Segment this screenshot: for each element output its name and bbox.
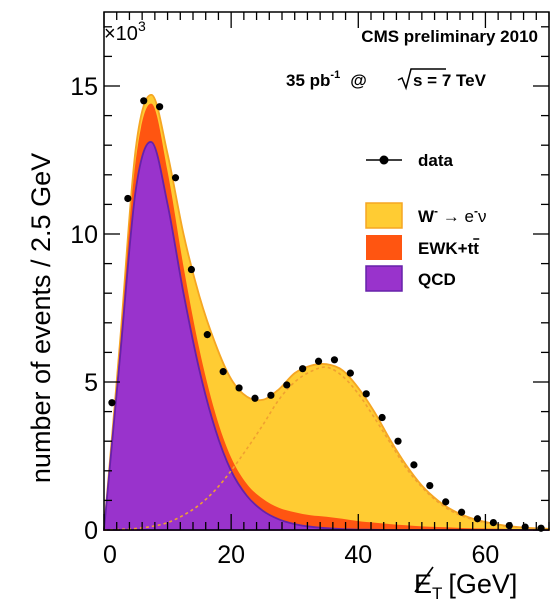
data-point xyxy=(251,394,259,402)
chart-title: CMS preliminary 2010 xyxy=(361,27,538,46)
plot-frame xyxy=(103,11,550,531)
svg-text:QCD: QCD xyxy=(418,270,456,289)
svg-text:W- → e-ν: W- → e-ν xyxy=(418,204,486,226)
svg-text:ET[GeV]: ET [GeV] xyxy=(414,569,517,603)
stacked-areas xyxy=(103,94,550,531)
svg-text:data: data xyxy=(418,151,454,170)
y-tick-label: 15 xyxy=(70,73,98,101)
legend-item-ewk: EWK+tt xyxy=(366,235,480,260)
legend: data W- → e-ν EWK+tt QCD xyxy=(365,151,486,292)
data-point xyxy=(314,357,323,365)
x-tick-label: 20 xyxy=(217,541,245,569)
data-point xyxy=(156,103,164,111)
x-tick-label: 40 xyxy=(344,541,372,569)
y-tick-label: 10 xyxy=(70,221,98,249)
y-axis-label: number of events / 2.5 GeV xyxy=(26,153,56,483)
svg-text:EWK+tt: EWK+tt xyxy=(418,239,479,258)
data-point xyxy=(187,265,196,274)
x-tick-label: 0 xyxy=(103,541,117,569)
data-point xyxy=(426,482,434,490)
data-point xyxy=(299,365,307,373)
data-point xyxy=(410,461,418,469)
svg-text:35 pb-1@: 35 pb-1 @ xyxy=(286,69,367,90)
svg-text:s = 7 TeV: s = 7 TeV xyxy=(413,71,487,90)
data-point xyxy=(489,519,497,527)
data-point xyxy=(267,391,275,399)
y-multiplier: ×103 xyxy=(104,18,146,45)
data-point xyxy=(442,498,450,506)
data-point xyxy=(330,356,339,364)
data-point xyxy=(505,521,513,530)
data-point xyxy=(219,368,227,376)
data-point xyxy=(203,331,211,339)
y-tick-label: 0 xyxy=(84,517,98,545)
x-axis-label: ET [GeV] xyxy=(414,566,517,603)
data-point xyxy=(235,384,243,392)
lumi-label: 35 pb-1 @ s = 7 TeV xyxy=(286,68,487,91)
data-point xyxy=(124,194,132,203)
y-tick-label: 5 xyxy=(84,369,98,397)
ewk-area xyxy=(104,103,549,530)
data-point xyxy=(283,381,291,389)
svg-text:×103: ×103 xyxy=(104,18,146,45)
data-point xyxy=(378,413,386,422)
data-point xyxy=(457,508,466,516)
axis-ticks: 0 5 10 15 0 20 40 60 xyxy=(70,12,550,569)
legend-item-qcd: QCD xyxy=(365,265,456,292)
data-point xyxy=(473,515,482,523)
data-point xyxy=(171,174,180,182)
x-tick-label: 60 xyxy=(472,541,500,569)
data-points xyxy=(108,97,545,532)
data-point xyxy=(346,369,354,377)
data-point xyxy=(394,437,402,445)
data-point xyxy=(362,390,370,398)
data-point xyxy=(140,97,148,105)
data-point xyxy=(108,399,116,407)
legend-item-data: data xyxy=(366,151,454,170)
legend-item-signal: W- → e-ν xyxy=(365,202,486,229)
